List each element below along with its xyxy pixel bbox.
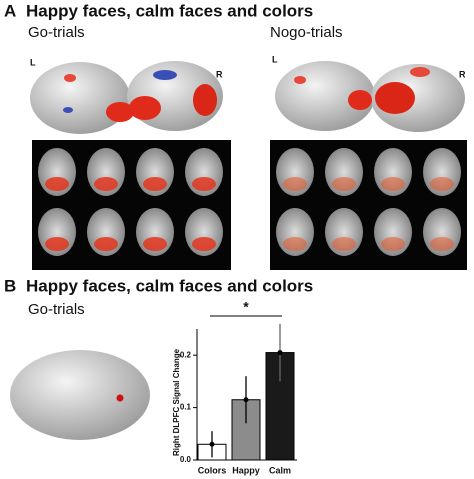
brain-render: [10, 350, 150, 440]
activation: [381, 177, 405, 191]
activation: [283, 177, 307, 191]
significance-star: *: [243, 299, 249, 315]
activation: [430, 177, 454, 191]
x-tick-label: Calm: [269, 465, 291, 475]
mean-dot: [277, 350, 283, 356]
activation: [192, 237, 216, 251]
hemisphere-label: L: [272, 54, 278, 64]
panel-label: B: [4, 276, 16, 295]
y-tick-label: 0.0: [180, 455, 192, 464]
activation: [143, 237, 167, 251]
mean-dot: [243, 397, 249, 403]
hemisphere-label: R: [216, 69, 223, 79]
panel-title: Happy faces, calm faces and colors: [26, 276, 313, 295]
hemisphere-label: L: [30, 57, 36, 67]
mean-dot: [209, 441, 215, 447]
panel-title: Happy faces, calm faces and colors: [26, 1, 313, 20]
activation: [332, 177, 356, 191]
heading: Go-trials: [28, 301, 85, 318]
y-tick-label: 0.2: [180, 350, 192, 359]
activation: [45, 237, 69, 251]
activation: [45, 177, 69, 191]
activation: [332, 237, 356, 251]
panel-label: A: [4, 1, 16, 20]
activation: [143, 177, 167, 191]
activation: [381, 237, 405, 251]
y-axis-label: Right DLPFC Signal Change: [172, 348, 181, 456]
activation: [430, 237, 454, 251]
activation: [283, 237, 307, 251]
x-tick-label: Happy: [232, 465, 260, 475]
heading: Go-trials: [28, 24, 85, 41]
heading: Nogo-trials: [270, 24, 343, 41]
activation: [94, 237, 118, 251]
y-tick-label: 0.1: [180, 403, 192, 412]
hemisphere-label: R: [459, 69, 466, 79]
activation: [192, 177, 216, 191]
brain-renders: [30, 61, 465, 134]
x-tick-label: Colors: [198, 465, 227, 475]
activation: [94, 177, 118, 191]
